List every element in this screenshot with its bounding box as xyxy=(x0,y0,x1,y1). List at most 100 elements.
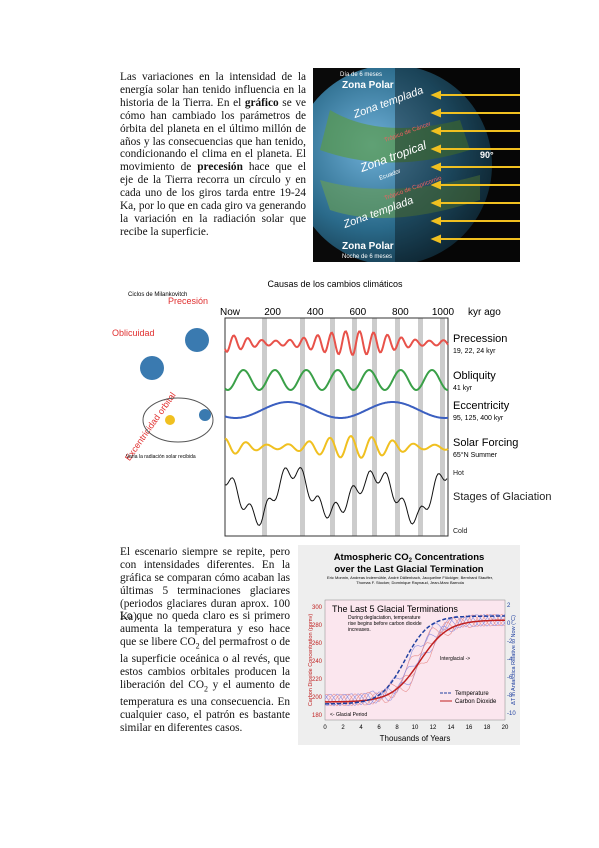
arrow-head xyxy=(430,144,441,154)
milankovitch-figure: Causas de los cambios climáticos Ciclos … xyxy=(112,272,551,540)
y-tick: 300 xyxy=(312,605,323,611)
glacial-band xyxy=(395,318,400,536)
x-tick: 0 xyxy=(323,725,327,731)
glacial-band xyxy=(330,318,335,536)
label: Oblicuidad xyxy=(112,328,155,338)
y-tick: 220 xyxy=(312,677,323,683)
y2-tick: 0 xyxy=(507,621,511,627)
curve xyxy=(224,330,449,356)
x-tick: 16 xyxy=(466,725,473,731)
y2-label: ΔT in Antarctica Relative to Now (°C) xyxy=(511,615,517,705)
x-tick: 20 xyxy=(502,725,509,731)
glacial-band xyxy=(440,318,445,536)
label: Noche de 6 meses xyxy=(342,254,392,260)
title: Atmospheric CO2 Concentrations xyxy=(334,552,485,564)
label: <- Glacial Period xyxy=(330,712,367,718)
glacial-band xyxy=(418,318,423,536)
text-run: El escenario siempre se repite, pero con… xyxy=(120,546,290,623)
x-label: Thousands of Years xyxy=(380,734,451,743)
curve-sub: 41 kyr xyxy=(453,385,473,392)
text-run: Las variaciones en la intensidad de la e… xyxy=(120,71,306,109)
curve xyxy=(224,368,449,392)
title: Causas de los cambios climáticos xyxy=(267,279,403,289)
text-run: gráfico xyxy=(244,96,279,109)
label: Ciclos de Milankovitch xyxy=(128,292,187,298)
y2-tick: -6 xyxy=(507,675,513,681)
axis-tick: 200 xyxy=(264,307,281,318)
axis-tick: Now xyxy=(220,307,241,318)
label: Precesión xyxy=(168,296,208,306)
paragraph: El escenario siempre se repite, pero con… xyxy=(120,546,290,623)
curve xyxy=(224,434,449,459)
label: Zona Polar xyxy=(342,80,394,91)
curve xyxy=(224,401,448,419)
faint-curve xyxy=(324,613,506,707)
curve-name: Eccentricity xyxy=(453,400,510,412)
faint-curve xyxy=(324,613,506,707)
axis-tick: 600 xyxy=(349,307,366,318)
label: Interglacial -> xyxy=(440,656,470,662)
faint-curve xyxy=(324,614,506,707)
axis-tick: 800 xyxy=(392,307,409,318)
co2-figure: Atmospheric CO2 Concentrations over the … xyxy=(298,545,520,745)
y2-tick: -8 xyxy=(507,693,513,699)
authors: Eric Monnin, Andreas Indermühle, André D… xyxy=(326,575,494,585)
plot-frame xyxy=(224,317,449,537)
label: 90° xyxy=(480,150,494,160)
note: During deglaciation, temperature rise be… xyxy=(348,615,422,633)
label: Varía la radiación solar recibida xyxy=(126,454,196,460)
x-tick: 10 xyxy=(412,725,419,731)
legend: Temperature xyxy=(455,691,489,697)
glacial-band xyxy=(300,318,305,536)
x-tick: 4 xyxy=(359,725,363,731)
y2-tick: -10 xyxy=(507,711,516,717)
arrow-head xyxy=(430,198,441,208)
axis-tick: 400 xyxy=(307,307,324,318)
text-run: precesión xyxy=(197,161,243,174)
text-run: del permafrost o de la superficie oceáni… xyxy=(120,635,290,691)
y-tick: 240 xyxy=(312,659,323,665)
curve-name: Precession xyxy=(453,333,507,345)
x-tick: 18 xyxy=(484,725,491,731)
curve xyxy=(225,466,448,526)
arrow-head xyxy=(430,216,441,226)
y-tick: 260 xyxy=(312,641,323,647)
y2-tick: 2 xyxy=(507,603,511,609)
text-run: se ve cómo han cambiado los parámetros d… xyxy=(120,96,306,174)
label: Hot xyxy=(453,470,464,477)
arrow-head xyxy=(430,126,441,136)
text-run: Lo que no queda claro es si primero aume… xyxy=(120,610,290,648)
axis-tick: 1000 xyxy=(432,307,455,318)
curve-name: Obliquity xyxy=(453,370,496,382)
y2-tick: -2 xyxy=(507,639,513,645)
arrow-head xyxy=(430,162,441,172)
text-run: hace que el eje de la Tierra recorra un … xyxy=(120,161,307,238)
glacial-band xyxy=(352,318,357,536)
panel-title: The Last 5 Glacial Terminations xyxy=(332,604,458,614)
curve-name: Solar Forcing xyxy=(453,437,518,449)
x-tick: 2 xyxy=(341,725,345,731)
title: over the Last Glacial Termination xyxy=(334,564,483,575)
label: Stages of Glaciation xyxy=(453,491,551,503)
y2-tick: -4 xyxy=(507,657,513,663)
arrow-head xyxy=(430,234,441,244)
y-label: Carbon Dioxide Concentration (ppmv) xyxy=(308,614,314,706)
arrow-head xyxy=(430,180,441,190)
x-tick: 8 xyxy=(395,725,399,731)
label: Zona Polar xyxy=(342,241,394,252)
y-tick: 180 xyxy=(312,713,323,719)
text-run: 2 xyxy=(203,684,208,694)
glacial-band xyxy=(262,318,267,536)
text-run: 2 xyxy=(195,641,200,651)
label: Día de 6 meses xyxy=(340,72,382,78)
x-tick: 14 xyxy=(448,725,455,731)
x-tick: 12 xyxy=(430,725,437,731)
y-tick: 200 xyxy=(312,695,323,701)
glacial-band xyxy=(372,318,377,536)
arrow-head xyxy=(430,108,441,118)
earth-figure: Día de 6 meses Zona Polar Zona templada … xyxy=(313,68,520,262)
temp-curve xyxy=(325,615,505,705)
curve-sub: 65°N Summer xyxy=(453,451,498,459)
